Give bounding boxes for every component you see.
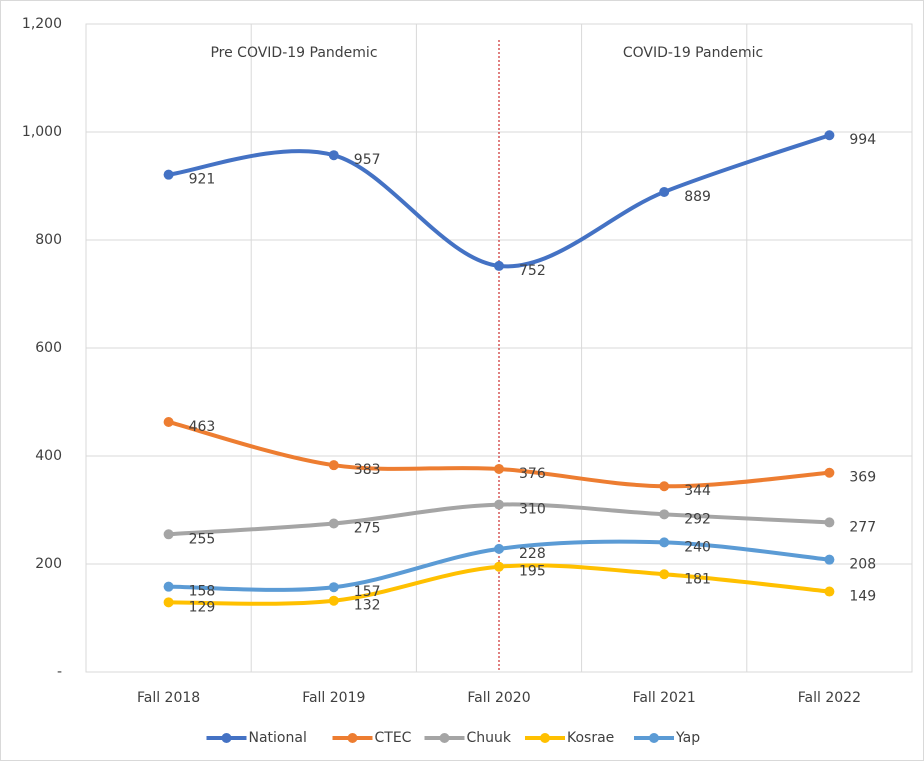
- data-label: 369: [849, 470, 876, 486]
- annotation: Pre COVID-19 Pandemic: [210, 45, 377, 61]
- legend-marker: [347, 733, 358, 743]
- data-point: [328, 595, 339, 606]
- legend-marker: [439, 733, 450, 743]
- data-label: 957: [354, 152, 381, 168]
- data-point: [659, 186, 670, 197]
- x-tick-label: Fall 2022: [798, 690, 861, 706]
- x-tick-label: Fall 2020: [467, 690, 530, 706]
- y-tick-label: 1,000: [22, 124, 62, 140]
- legend-label: National: [249, 730, 307, 746]
- data-label: 181: [684, 571, 711, 587]
- data-point: [824, 554, 835, 565]
- y-tick-label: -: [57, 664, 62, 680]
- legend-label: Yap: [675, 730, 700, 746]
- data-point: [328, 460, 339, 471]
- legend-label: Kosrae: [567, 730, 614, 746]
- data-label: 195: [519, 564, 546, 580]
- data-point: [328, 582, 339, 593]
- data-point: [659, 569, 670, 580]
- data-label: 228: [519, 546, 546, 562]
- data-label: 132: [354, 598, 381, 614]
- data-point: [824, 130, 835, 141]
- data-point: [163, 581, 174, 592]
- x-tick-label: Fall 2021: [633, 690, 696, 706]
- grid: [86, 23, 912, 673]
- data-point: [494, 463, 504, 474]
- data-point: [824, 467, 835, 478]
- data-label: 129: [189, 599, 216, 615]
- data-point: [163, 416, 174, 427]
- data-label: 149: [849, 589, 876, 605]
- data-point: [659, 481, 670, 492]
- legend-marker: [649, 733, 659, 743]
- data-label: 240: [684, 539, 711, 555]
- data-point: [328, 518, 339, 529]
- x-tick-label: Fall 2018: [137, 690, 200, 706]
- data-point: [494, 499, 504, 510]
- data-label: 157: [354, 584, 381, 600]
- legend-marker: [540, 733, 550, 743]
- data-label: 255: [189, 531, 216, 547]
- data-label: 275: [354, 521, 381, 537]
- data-label: 292: [684, 511, 711, 527]
- x-tick-label: Fall 2019: [302, 690, 365, 706]
- y-tick-label: 800: [35, 232, 62, 248]
- data-point: [163, 597, 174, 608]
- data-label: 310: [519, 502, 546, 518]
- data-point: [494, 260, 504, 271]
- data-point: [163, 169, 174, 180]
- data-point: [328, 150, 339, 161]
- y-tick-label: 600: [35, 340, 62, 356]
- data-label: 752: [519, 263, 546, 279]
- data-label: 889: [684, 189, 711, 205]
- data-label: 344: [684, 483, 711, 499]
- data-point: [163, 529, 174, 540]
- data-point: [494, 543, 504, 554]
- data-label: 208: [849, 557, 876, 573]
- annotation: COVID-19 Pandemic: [623, 45, 763, 61]
- data-point: [494, 561, 504, 572]
- y-tick-label: 1,200: [22, 16, 62, 32]
- data-point: [659, 509, 670, 520]
- data-label: 994: [849, 132, 876, 148]
- legend-label: Chuuk: [467, 730, 512, 746]
- data-point: [824, 586, 835, 597]
- data-label: 463: [189, 419, 216, 435]
- y-tick-label: 400: [35, 448, 62, 464]
- legend-marker: [221, 733, 232, 743]
- data-label: 921: [189, 172, 216, 188]
- data-point: [824, 517, 835, 528]
- y-tick-label: 200: [35, 556, 62, 572]
- data-label: 383: [354, 462, 381, 478]
- data-label: 158: [189, 584, 216, 600]
- data-label: 376: [519, 466, 546, 482]
- legend-label: CTEC: [375, 730, 412, 746]
- data-label: 277: [849, 519, 876, 535]
- data-point: [659, 537, 670, 548]
